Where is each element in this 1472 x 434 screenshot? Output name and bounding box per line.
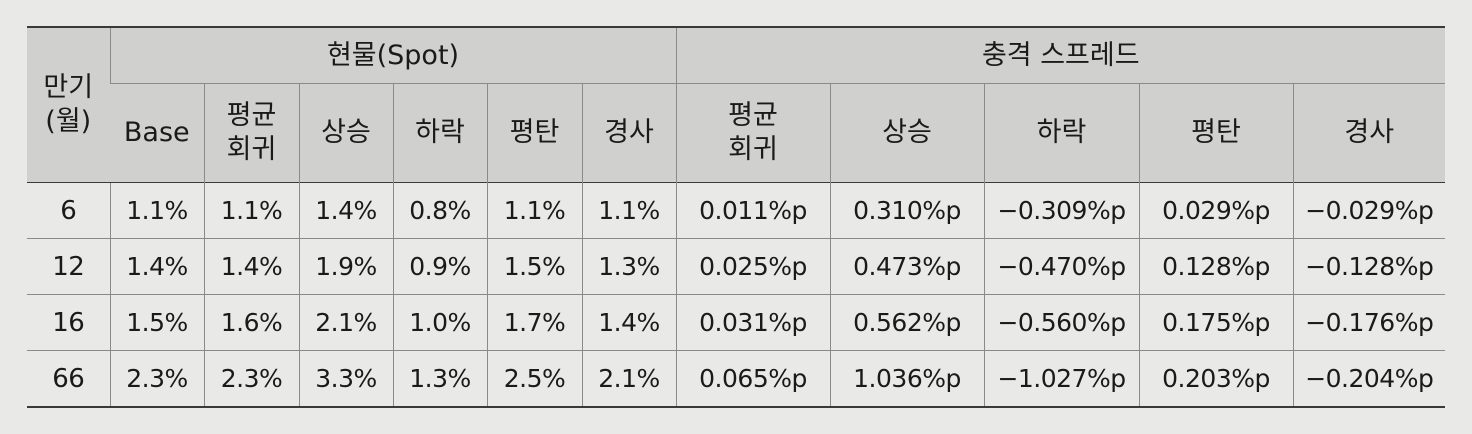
spot-cell: 2.1% — [298, 294, 393, 351]
spread-cell: −0.309%p — [983, 182, 1140, 239]
spot-cell: 3.3% — [298, 350, 393, 407]
spread-col-down: 하락 — [983, 83, 1140, 183]
spot-col-steep: 경사 — [581, 83, 677, 183]
col-label-2: 회귀 — [728, 134, 778, 165]
spot-cell: 0.9% — [392, 238, 487, 295]
spread-cell: 0.203%p — [1138, 350, 1294, 407]
spot-cell: 1.7% — [486, 294, 582, 351]
col-label: 상승 — [882, 117, 932, 148]
spread-cell: −0.560%p — [983, 294, 1140, 351]
maturity-header-line2: (월) — [45, 106, 92, 137]
col-label: 하락 — [415, 117, 465, 148]
spread-cell: 0.011%p — [675, 182, 831, 239]
spot-col-base: Base — [110, 83, 204, 183]
col-label: 평탄 — [509, 117, 560, 148]
table-row: 12 1.4% 1.4% 1.9% 0.9% 1.5% 1.3% 0.025%p… — [27, 238, 1446, 295]
spot-cell: 1.4% — [298, 182, 393, 239]
maturity-cell: 66 — [27, 350, 110, 407]
table-row: 66 2.3% 2.3% 3.3% 1.3% 2.5% 2.1% 0.065%p… — [27, 350, 1446, 407]
spread-cell: −0.128%p — [1292, 238, 1446, 295]
spot-col-up: 상승 — [298, 83, 393, 183]
col-label: Base — [123, 117, 190, 148]
spread-col-mean-reversion: 평균 회귀 — [675, 83, 831, 183]
spread-cell: 0.031%p — [675, 294, 831, 351]
table-row: 6 1.1% 1.1% 1.4% 0.8% 1.1% 1.1% 0.011%p … — [27, 182, 1446, 239]
spot-cell: 1.4% — [581, 294, 677, 351]
spread-col-up: 상승 — [829, 83, 985, 183]
spot-col-mean-reversion: 평균 회귀 — [203, 83, 299, 183]
spot-cell: 1.3% — [392, 350, 487, 407]
maturity-cell: 12 — [27, 238, 110, 295]
spot-cell: 1.4% — [203, 238, 299, 295]
spread-group-header: 충격 스프레드 — [675, 27, 1446, 84]
maturity-cell: 6 — [27, 182, 110, 239]
col-label: 하락 — [1036, 117, 1087, 148]
spread-cell: 0.473%p — [829, 238, 985, 295]
spot-cell: 1.9% — [298, 238, 393, 295]
spot-cell: 1.4% — [109, 238, 204, 295]
shock-spread-table: 만기 (월) 현물(Spot) 충격 스프레드 Base 평균 회귀 상승 하락 … — [27, 26, 1446, 408]
maturity-cell: 16 — [27, 294, 110, 351]
spot-cell: 2.3% — [109, 350, 204, 407]
col-label-2: 회귀 — [226, 134, 277, 165]
col-label: 평균 — [728, 100, 778, 131]
spot-col-flat: 평탄 — [486, 83, 582, 183]
spread-cell: 0.562%p — [829, 294, 985, 351]
maturity-header: 만기 (월) — [27, 27, 110, 183]
col-label: 경사 — [604, 117, 654, 148]
table-row: 16 1.5% 1.6% 2.1% 1.0% 1.7% 1.4% 0.031%p… — [27, 294, 1446, 351]
spread-cell: −0.470%p — [983, 238, 1140, 295]
spot-cell: 1.3% — [581, 238, 677, 295]
spot-cell: 2.5% — [486, 350, 582, 407]
spread-cell: 0.029%p — [1138, 182, 1294, 239]
col-label: 경사 — [1344, 117, 1395, 148]
maturity-header-line1: 만기 — [43, 72, 94, 103]
spread-cell: −1.027%p — [983, 350, 1140, 407]
spread-cell: 1.036%p — [829, 350, 985, 407]
spot-cell: 1.0% — [392, 294, 487, 351]
spot-group-header: 현물(Spot) — [109, 27, 677, 84]
spread-cell: 0.065%p — [675, 350, 831, 407]
spread-cell: −0.029%p — [1292, 182, 1446, 239]
col-label: 상승 — [321, 117, 371, 148]
spot-cell: 2.1% — [581, 350, 677, 407]
spot-cell: 1.1% — [109, 182, 204, 239]
spread-cell: 0.128%p — [1138, 238, 1294, 295]
spot-cell: 2.3% — [203, 350, 299, 407]
spot-cell: 0.8% — [392, 182, 487, 239]
spot-cell: 1.1% — [486, 182, 582, 239]
col-label: 평균 — [226, 100, 277, 131]
spot-cell: 1.6% — [203, 294, 299, 351]
spot-cell: 1.1% — [203, 182, 299, 239]
spread-cell: −0.176%p — [1292, 294, 1446, 351]
spot-cell: 1.1% — [581, 182, 677, 239]
col-label: 평탄 — [1191, 117, 1241, 148]
spread-cell: 0.175%p — [1138, 294, 1294, 351]
spread-col-flat: 평탄 — [1138, 83, 1294, 183]
spread-cell: −0.204%p — [1292, 350, 1446, 407]
spread-cell: 0.310%p — [829, 182, 985, 239]
spread-col-steep: 경사 — [1292, 83, 1446, 183]
spot-col-down: 하락 — [392, 83, 487, 183]
spot-cell: 1.5% — [109, 294, 204, 351]
spot-cell: 1.5% — [486, 238, 582, 295]
spread-cell: 0.025%p — [675, 238, 831, 295]
